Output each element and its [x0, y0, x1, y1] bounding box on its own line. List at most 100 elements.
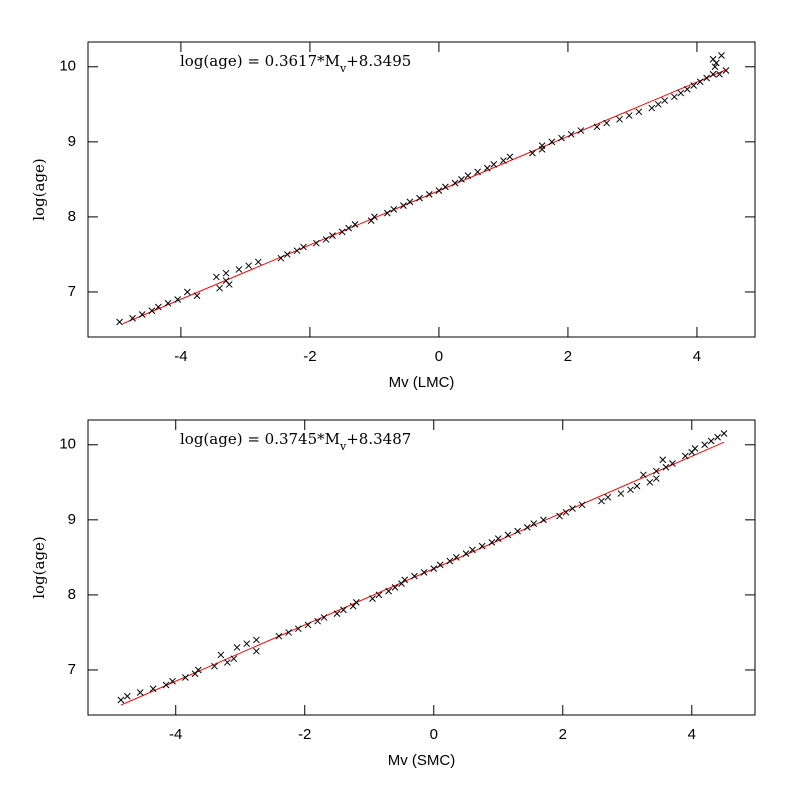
data-point	[603, 119, 610, 127]
data-point	[371, 213, 378, 221]
y-tick-label: 8	[68, 208, 76, 225]
data-point	[416, 194, 423, 202]
data-point	[514, 527, 521, 535]
data-point	[458, 176, 465, 183]
data-point	[406, 198, 414, 206]
plot-frame	[87, 41, 756, 338]
y-tick-label: 10	[59, 58, 76, 75]
data-point	[136, 689, 144, 696]
data-point	[690, 82, 698, 89]
data-point	[681, 452, 689, 460]
data-point	[154, 303, 162, 311]
data-point	[714, 433, 721, 441]
data-point	[652, 475, 660, 482]
data-point	[464, 172, 472, 179]
data-point	[469, 546, 476, 554]
data-point	[478, 542, 486, 550]
data-point	[625, 112, 633, 119]
data-point	[662, 463, 670, 471]
x-tick-label: -2	[303, 348, 316, 365]
data-point	[253, 647, 260, 655]
data-point	[722, 67, 730, 74]
data-point	[654, 100, 662, 108]
y-axis-label: log(age)	[30, 536, 48, 599]
data-point	[129, 314, 136, 322]
data-point	[116, 318, 123, 326]
data-point	[646, 478, 654, 486]
y-tick-label: 9	[68, 133, 76, 150]
x-tick-label: -4	[174, 348, 187, 365]
data-point	[375, 591, 383, 599]
data-point	[164, 299, 172, 307]
data-point	[633, 482, 641, 490]
data-point	[671, 93, 678, 101]
data-point	[277, 254, 285, 262]
data-point	[351, 221, 359, 228]
data-point	[253, 636, 260, 644]
data-point	[285, 629, 292, 636]
data-point	[222, 269, 230, 277]
data-point	[504, 531, 512, 539]
data-point	[530, 520, 538, 527]
data-point	[340, 606, 347, 614]
data-point	[430, 565, 438, 572]
annotation-part: v	[339, 62, 347, 75]
data-point	[182, 674, 189, 681]
data-point	[683, 85, 691, 93]
data-point	[245, 262, 252, 270]
data-point	[640, 471, 647, 479]
data-point	[174, 296, 182, 303]
data-point	[703, 74, 710, 82]
data-point	[293, 247, 301, 255]
y-tick-label: 7	[68, 661, 76, 678]
data-point	[223, 659, 231, 666]
y-tick-label: 7	[68, 283, 76, 300]
data-point	[548, 138, 556, 146]
data-point	[659, 456, 667, 464]
x-tick-label: 2	[564, 348, 572, 365]
data-point	[333, 610, 341, 618]
annotation-part: +8.3495	[346, 52, 411, 70]
data-point	[149, 685, 157, 693]
data-point	[304, 621, 312, 629]
annotation-part: log(age) = 0.3745*M	[180, 430, 340, 448]
data-point	[716, 70, 723, 78]
data-point	[233, 644, 241, 651]
data-point	[712, 59, 720, 67]
data-point	[194, 666, 202, 674]
data-point	[320, 614, 328, 621]
data-point	[442, 183, 449, 191]
data-point	[718, 52, 725, 59]
data-point	[711, 63, 719, 71]
data-point	[474, 168, 481, 176]
data-point	[720, 430, 728, 437]
data-point	[578, 501, 586, 509]
x-tick-label: 0	[435, 348, 443, 365]
data-point	[338, 228, 346, 236]
x-axis-label: Mv (LMC)	[389, 374, 455, 391]
x-tick-label: 2	[559, 726, 567, 743]
data-point	[411, 572, 418, 580]
data-point	[617, 490, 625, 497]
x-axis-label: Mv (SMC)	[388, 752, 456, 769]
data-point	[500, 157, 507, 164]
data-point	[593, 123, 601, 131]
data-point	[391, 584, 399, 591]
data-point	[529, 149, 536, 157]
data-point	[193, 292, 201, 300]
data-point	[523, 523, 531, 531]
data-point	[217, 651, 225, 659]
data-point	[243, 640, 251, 648]
fit-line	[122, 69, 727, 325]
data-point	[569, 505, 576, 512]
data-point	[701, 441, 709, 449]
data-point	[562, 508, 570, 516]
data-point	[400, 202, 407, 209]
data-point	[435, 187, 443, 194]
data-point	[540, 516, 547, 524]
data-point	[652, 467, 660, 475]
annotation-part: log(age) = 0.3617*M	[180, 52, 340, 70]
data-point	[300, 243, 307, 251]
data-point	[677, 89, 685, 97]
